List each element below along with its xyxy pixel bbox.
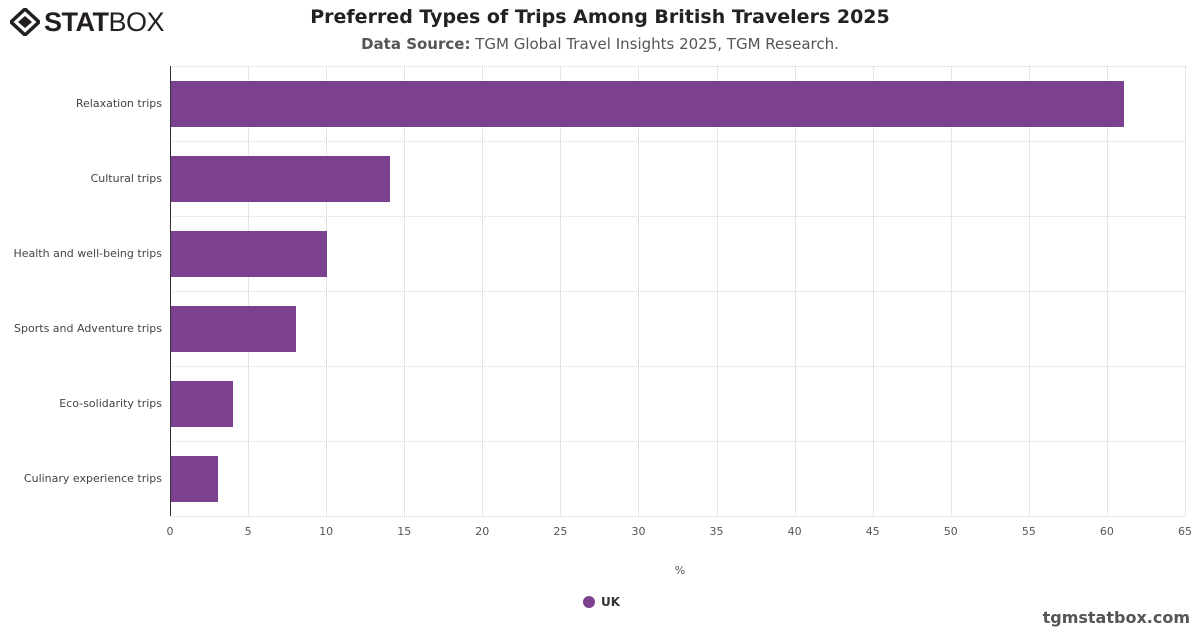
x-axis-title: % bbox=[674, 564, 686, 577]
y-axis-label: Sports and Adventure trips bbox=[14, 321, 162, 335]
x-axis-tick-label: 25 bbox=[553, 525, 568, 538]
gridline-horizontal bbox=[170, 441, 1185, 442]
footer-site: tgmstatbox.com bbox=[1042, 608, 1190, 627]
bar[interactable] bbox=[171, 230, 328, 277]
x-axis-tick-label: 45 bbox=[865, 525, 880, 538]
x-axis-tick-label: 0 bbox=[166, 525, 174, 538]
chart-subtitle: Data Source: TGM Global Travel Insights … bbox=[361, 35, 839, 53]
logo-text: STATBOX bbox=[44, 7, 165, 37]
plot-area bbox=[170, 66, 1186, 517]
gridline-horizontal bbox=[170, 66, 1185, 67]
y-axis-label: Relaxation trips bbox=[75, 96, 162, 110]
x-axis-tick-label: 5 bbox=[244, 525, 252, 538]
legend-item-uk[interactable]: UK bbox=[583, 595, 620, 609]
bar[interactable] bbox=[171, 380, 234, 427]
x-axis-tick-label: 10 bbox=[319, 525, 334, 538]
statbox-diamond-icon bbox=[10, 8, 40, 36]
bar[interactable] bbox=[171, 155, 390, 202]
gridline-horizontal bbox=[170, 216, 1185, 217]
gridline-horizontal bbox=[170, 141, 1185, 142]
y-axis-line bbox=[170, 66, 171, 516]
x-axis-tick-label: 40 bbox=[787, 525, 802, 538]
legend-label: UK bbox=[601, 595, 621, 609]
y-axis-label: Culinary experience trips bbox=[23, 471, 162, 485]
gridline-horizontal bbox=[170, 516, 1185, 517]
x-axis-tick-label: 15 bbox=[397, 525, 412, 538]
bar[interactable] bbox=[171, 80, 1124, 127]
x-axis-tick-label: 50 bbox=[943, 525, 958, 538]
y-axis-label: Health and well-being trips bbox=[13, 246, 162, 260]
x-axis-tick-label: 65 bbox=[1178, 525, 1192, 538]
y-axis-label: Eco-solidarity trips bbox=[59, 396, 162, 410]
x-axis-tick-label: 55 bbox=[1021, 525, 1036, 538]
statbox-logo: STATBOX bbox=[10, 7, 165, 37]
x-axis-tick-label: 30 bbox=[631, 525, 646, 538]
gridline-horizontal bbox=[170, 366, 1185, 367]
x-axis-tick-label: 20 bbox=[475, 525, 490, 538]
bar[interactable] bbox=[171, 305, 296, 352]
gridline-horizontal bbox=[170, 291, 1185, 292]
legend-marker-icon bbox=[583, 596, 595, 608]
bar[interactable] bbox=[171, 455, 218, 502]
y-axis-label: Cultural trips bbox=[90, 171, 162, 185]
chart-title: Preferred Types of Trips Among British T… bbox=[310, 6, 890, 28]
x-axis-tick-label: 35 bbox=[709, 525, 724, 538]
x-axis-tick-label: 60 bbox=[1099, 525, 1114, 538]
gridline-vertical bbox=[1185, 66, 1186, 516]
